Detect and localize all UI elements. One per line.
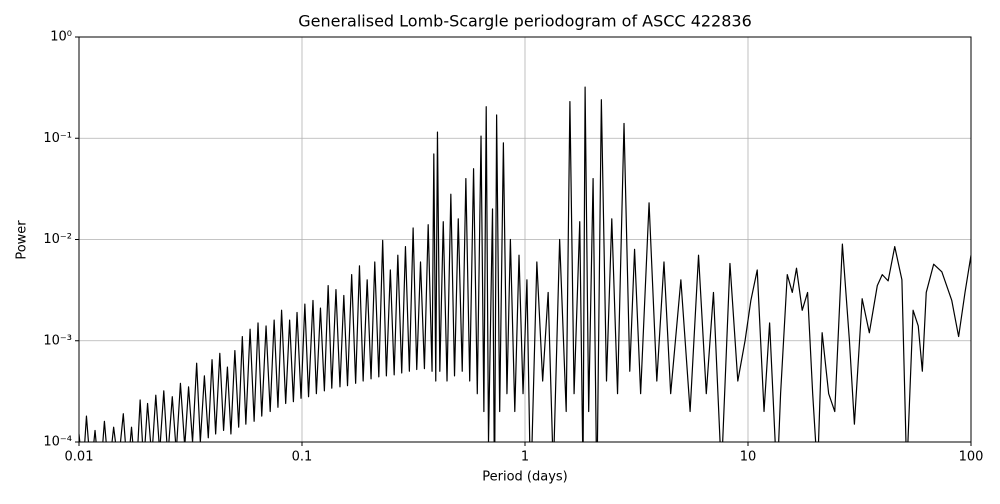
- x-tick-label: 10: [740, 450, 757, 465]
- y-tick-label: 10⁻³: [43, 333, 72, 348]
- x-axis-label: Period (days): [482, 470, 568, 485]
- x-tick-label: 0.01: [65, 450, 94, 465]
- y-tick-label: 10⁰: [50, 30, 72, 45]
- y-tick-label: 10⁻⁴: [43, 435, 72, 450]
- y-axis-label: Power: [15, 220, 30, 260]
- x-tick-label: 1: [521, 450, 529, 465]
- periodogram-line: [79, 86, 971, 442]
- x-tick-label: 0.1: [292, 450, 313, 465]
- plot-frame: [78, 36, 972, 443]
- y-tick-label: 10⁻¹: [43, 131, 72, 146]
- chart-title: Generalised Lomb-Scargle periodogram of …: [298, 12, 752, 31]
- y-tick-label: 10⁻²: [43, 232, 72, 247]
- x-tick-label: 100: [959, 450, 984, 465]
